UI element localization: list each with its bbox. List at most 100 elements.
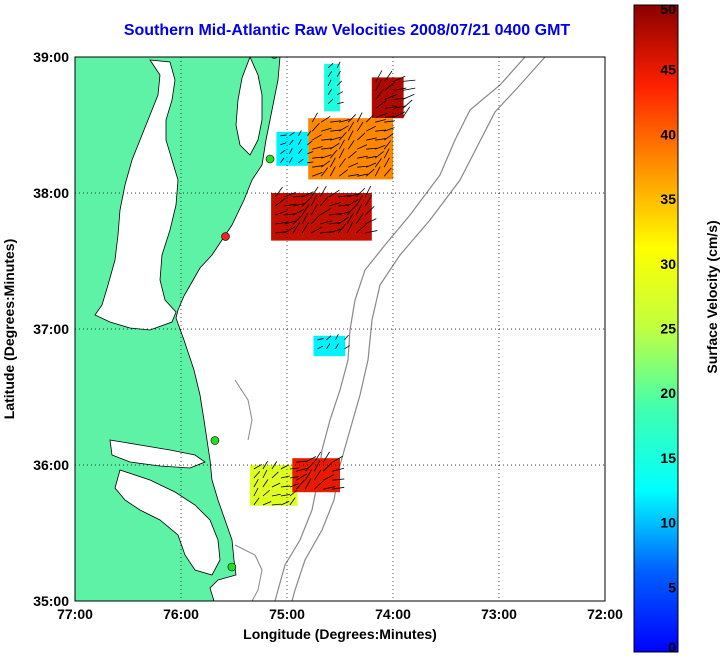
velocity-arrow <box>365 230 378 234</box>
velocity-arrow <box>280 157 285 164</box>
velocity-arrow <box>375 129 387 132</box>
velocity-arrow <box>332 486 345 490</box>
velocity-arrow <box>320 160 331 168</box>
velocity-arrow <box>346 199 359 207</box>
velocity-arrow <box>347 130 354 141</box>
y-tick-labels: 35:00 36:00 37:00 38:00 39:00 <box>33 49 69 609</box>
velocity-arrow <box>357 144 368 150</box>
velocity-arrow <box>311 134 322 141</box>
x-tick-label: 74:00 <box>375 606 411 622</box>
velocity-arrow <box>296 467 309 472</box>
velocity-arrow <box>262 489 271 497</box>
velocity-arrow <box>384 81 395 91</box>
velocity-arrow <box>320 115 331 123</box>
velocity-arrow <box>355 224 366 234</box>
velocity-arrow <box>366 155 377 159</box>
velocity-arrow <box>374 158 382 168</box>
velocity-arrow <box>301 204 310 216</box>
velocity-arrow <box>327 63 334 69</box>
velocity-arrow <box>356 121 364 132</box>
velocity-arrow <box>319 208 331 216</box>
velocity-arrow <box>357 173 368 177</box>
velocity-arrow <box>320 231 333 234</box>
colorbar-label: Surface Velocity (cm/s) <box>704 220 720 373</box>
velocity-arrow <box>357 155 368 159</box>
velocity-arrow <box>271 482 281 488</box>
velocity-arrow <box>262 479 269 488</box>
delaware-bay <box>235 57 263 156</box>
velocity-arrow <box>253 497 260 506</box>
velocity-arrow <box>298 139 302 145</box>
velocity-arrow <box>312 165 323 168</box>
velocity-arrow <box>374 151 384 159</box>
velocity-arrow <box>375 100 387 109</box>
velocity-arrow <box>338 139 345 150</box>
velocity-arrow <box>296 479 305 490</box>
velocity-arrow <box>375 70 383 82</box>
velocity-arrow <box>311 122 320 132</box>
velocity-arrow <box>337 223 347 234</box>
velocity-arrow <box>366 162 377 168</box>
velocity-arrow <box>280 501 290 506</box>
velocity-arrow <box>271 471 279 479</box>
velocity-arrow <box>284 220 297 225</box>
velocity-arrow <box>346 213 354 225</box>
velocity-arrow <box>375 144 386 150</box>
x-tick-label: 72:00 <box>587 606 623 622</box>
velocity-arrow <box>393 75 406 82</box>
velocity-arrow <box>384 70 393 82</box>
velocity-arrow <box>274 210 287 216</box>
velocity-arrow <box>366 125 376 132</box>
velocity-arrow <box>319 196 329 207</box>
velocity-arrow <box>355 187 366 198</box>
velocity-arrow <box>280 134 287 137</box>
velocity-arrow <box>322 451 330 463</box>
velocity-cell-hatteras-inshore <box>249 465 298 506</box>
velocity-arrow <box>402 79 416 82</box>
velocity-arrow <box>327 70 333 78</box>
velocity-arrow <box>338 131 347 141</box>
velocity-arrow <box>383 133 394 141</box>
velocity-arrow <box>327 79 332 86</box>
velocity-arrow <box>337 101 344 105</box>
velocity-arrow <box>374 166 381 177</box>
velocity-arrow <box>323 474 335 481</box>
velocity-arrow <box>338 148 345 159</box>
velocity-arrow <box>253 464 262 470</box>
velocity-arrow <box>332 467 345 472</box>
velocity-arrow <box>289 497 296 506</box>
colorbar-tick-label: 40 <box>660 126 676 142</box>
velocity-arrows <box>253 61 416 506</box>
velocity-arrow <box>292 214 303 225</box>
velocity-arrow <box>283 192 296 198</box>
velocity-arrow <box>384 127 395 132</box>
velocity-arrow <box>280 149 286 155</box>
velocity-arrow <box>298 148 303 155</box>
velocity-arrow <box>280 494 290 497</box>
velocity-arrow <box>402 99 413 109</box>
velocity-arrow <box>384 105 398 109</box>
plot-frame <box>74 56 606 602</box>
colorbar-tick-label: 50 <box>660 1 676 17</box>
velocity-arrow <box>323 462 333 472</box>
velocity-arrow <box>284 203 297 207</box>
velocity-arrow <box>310 186 319 198</box>
velocity-arrow <box>330 129 342 132</box>
velocity-arrow <box>310 214 321 225</box>
velocity-arrow <box>337 211 351 216</box>
x-axis-label: Longitude (Degrees:Minutes) <box>243 626 437 642</box>
velocity-arrow <box>375 119 386 123</box>
velocity-arrow <box>328 201 342 207</box>
velocity-arrow <box>326 343 331 350</box>
velocity-arrow <box>356 132 366 141</box>
colorbar-tick-label: 45 <box>660 62 676 78</box>
velocity-arrow <box>253 487 259 497</box>
velocity-arrow <box>375 88 384 100</box>
velocity-arrow <box>347 114 357 123</box>
velocity-arrow <box>338 158 346 168</box>
velocity-arrow <box>314 480 324 490</box>
velocity-arrow <box>311 112 318 123</box>
colorbar-tick-label: 30 <box>660 256 676 272</box>
velocity-arrow <box>307 140 313 146</box>
velocity-arrow <box>289 476 299 479</box>
